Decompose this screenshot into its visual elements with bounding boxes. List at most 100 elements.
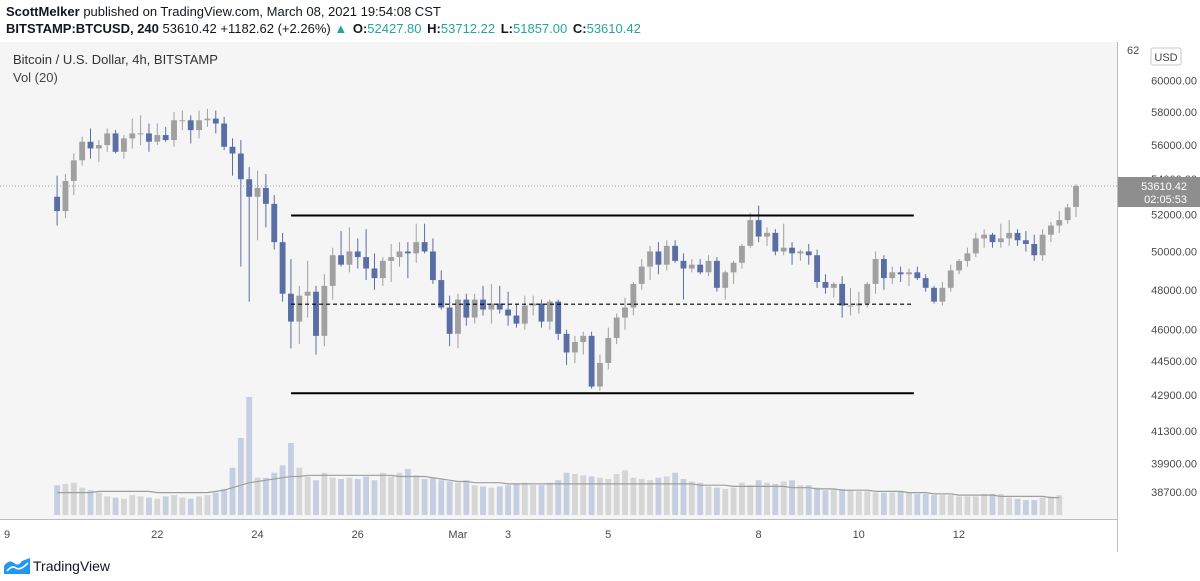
candle-body: [379, 260, 386, 279]
candle-body: [580, 335, 587, 343]
candle-body: [171, 120, 177, 141]
volume-bar: [739, 482, 745, 515]
volume-bar: [254, 477, 261, 515]
candle-body: [288, 293, 294, 322]
volume-bar: [797, 485, 804, 515]
candle-body: [997, 238, 1004, 243]
candle-body: [120, 138, 127, 152]
volume-bar: [388, 476, 395, 515]
footer: TradingView: [0, 555, 300, 579]
low-label: L:: [500, 21, 514, 36]
candle-body: [313, 291, 319, 336]
volume-bar: [104, 496, 111, 515]
volume-bar: [688, 481, 695, 515]
price-chart[interactable]: 60000.0058000.0056000.0054000.0052000.00…: [0, 42, 1200, 552]
candle-body: [672, 245, 679, 261]
volume-bar: [54, 485, 61, 515]
candle-body: [772, 232, 779, 252]
y-tick-label: 41300.00: [1151, 426, 1197, 438]
volume-bar: [680, 478, 687, 515]
candle-body: [229, 146, 236, 154]
candle-body: [864, 283, 871, 304]
volume-bar: [363, 476, 370, 515]
tradingview-logo-icon[interactable]: [4, 558, 30, 574]
candle-body: [571, 342, 578, 353]
volume-bar: [237, 437, 244, 515]
volume-bar: [321, 472, 328, 515]
volume-bar: [296, 467, 303, 515]
candle-body: [137, 133, 144, 135]
candle-body: [688, 264, 695, 269]
volume-bar: [463, 480, 470, 515]
volume-bar: [471, 485, 478, 515]
candle-body: [237, 153, 244, 180]
candle-body: [112, 133, 119, 152]
chart-area[interactable]: 60000.0058000.0056000.0054000.0052000.00…: [0, 42, 1200, 552]
up-arrow-icon: ▲: [334, 21, 348, 36]
candle-body: [989, 234, 996, 243]
symbol-name: BITSTAMP:BTCUSD, 240: [6, 21, 159, 36]
candle-body: [279, 242, 286, 294]
candle-body: [321, 285, 328, 336]
candle-body: [296, 295, 303, 322]
candle-body: [939, 287, 946, 302]
volume-bar: [346, 477, 353, 515]
candle-body: [697, 264, 704, 273]
y-tick-label: 56000.00: [1151, 140, 1197, 152]
candle-body: [680, 260, 687, 269]
candle-body: [363, 257, 370, 269]
y-tick-label: 44500.00: [1151, 356, 1197, 368]
volume-bar: [555, 480, 562, 515]
candle-body: [605, 337, 612, 363]
candle-body: [455, 299, 461, 334]
candle-body: [154, 135, 161, 142]
volume-bar: [939, 495, 946, 515]
candle-body: [922, 278, 929, 288]
candle-body: [814, 255, 821, 282]
volume-bar: [663, 476, 670, 515]
indicator-label: Vol (20): [13, 70, 58, 85]
volume-bar: [789, 480, 795, 515]
volume-bar: [371, 480, 378, 515]
candle-body: [713, 260, 720, 288]
volume-bar: [430, 477, 436, 515]
candle-body: [87, 141, 94, 149]
volume-bar: [997, 493, 1004, 515]
volume-bar: [246, 397, 253, 515]
candle-body: [906, 272, 912, 275]
candle-body: [613, 317, 620, 338]
volume-bar: [496, 486, 503, 515]
y-tick-label: 60000.00: [1151, 75, 1197, 87]
currency-label: USD: [1154, 52, 1177, 64]
open-label: O:: [352, 21, 368, 36]
author-name[interactable]: ScottMelker: [6, 4, 80, 19]
candle-body: [597, 362, 603, 387]
x-tick-label: 26: [352, 529, 364, 541]
volume-bar: [304, 476, 311, 515]
candle-body: [546, 301, 553, 322]
publish-info: published on TradingView.com, March 08, …: [83, 4, 441, 19]
last-price-label: 53610.42: [1141, 181, 1187, 193]
volume-bar: [1022, 500, 1029, 515]
price-change: +1182.62 (+2.26%): [220, 21, 331, 36]
volume-bar: [613, 474, 620, 515]
candle-body: [54, 196, 61, 212]
volume-bar: [262, 477, 269, 515]
candle-body: [1039, 234, 1046, 256]
volume-bar: [630, 477, 637, 515]
volume-bar: [271, 472, 278, 515]
candle-body: [638, 266, 645, 284]
candle-body: [1014, 232, 1021, 241]
close-value: 53610.42: [586, 21, 641, 36]
candle-body: [338, 255, 344, 265]
volume-bar: [1056, 495, 1063, 515]
candle-body: [722, 272, 729, 288]
candle-body: [705, 260, 712, 273]
tradingview-brand[interactable]: TradingView: [33, 558, 111, 574]
volume-bar: [638, 478, 645, 515]
volume-bar: [120, 498, 127, 515]
x-tick-label: 12: [953, 529, 965, 541]
candle-body: [931, 287, 937, 302]
volume-bar: [989, 493, 996, 515]
volume-bar: [864, 491, 871, 515]
